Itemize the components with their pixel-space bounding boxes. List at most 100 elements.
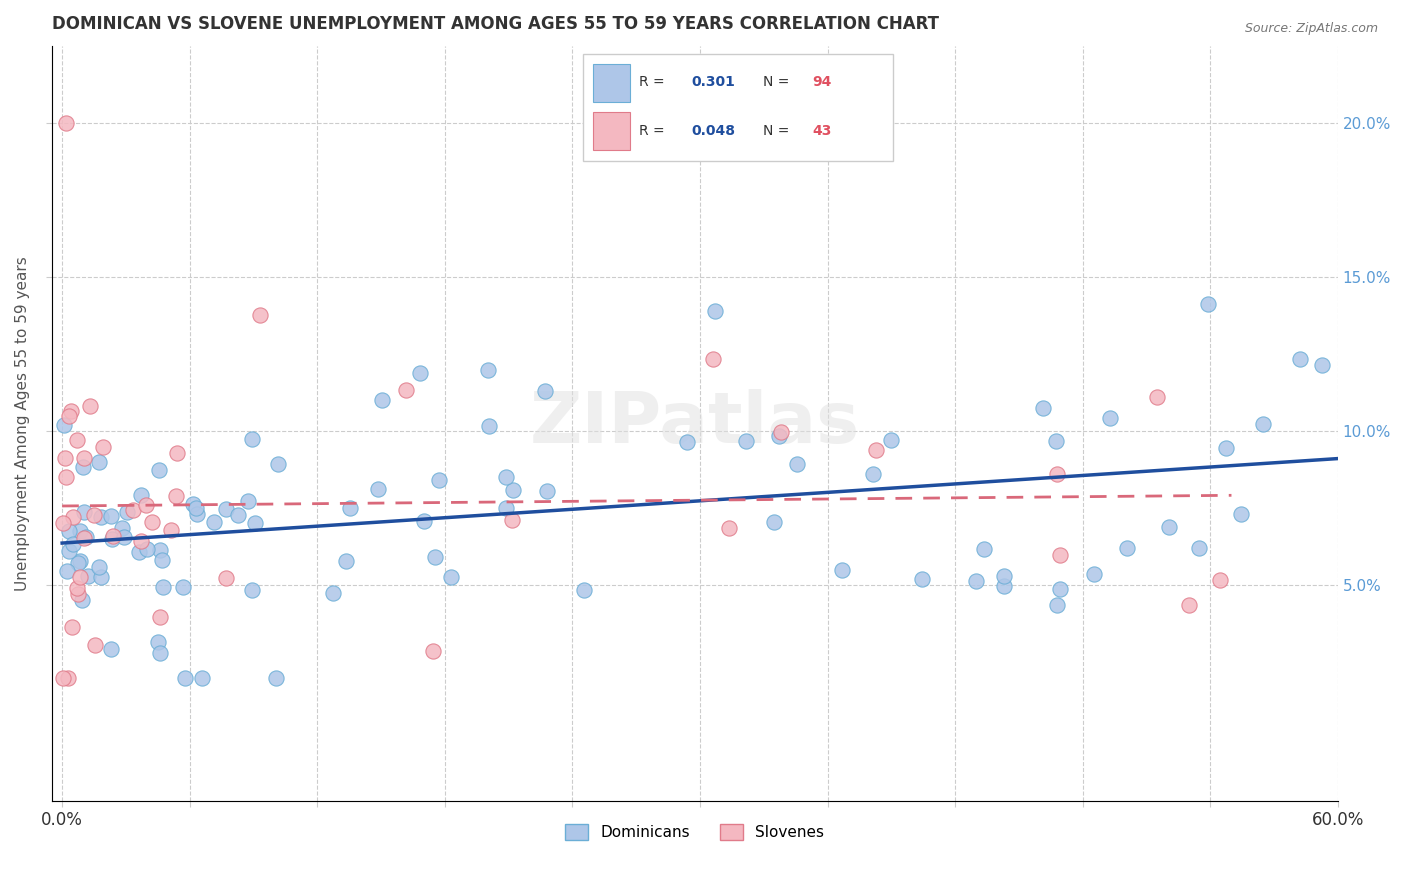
Dominicans (536, 484, 558, 499)
Slovenes (101, 529, 124, 543)
Dominicans (214, 502, 236, 516)
Dominicans (1251, 417, 1274, 431)
Dominicans (768, 429, 790, 443)
Dominicans (1049, 582, 1071, 596)
Dominicans (367, 483, 389, 497)
Dominicans (56, 564, 79, 578)
Slovenes (135, 498, 157, 512)
Text: 94: 94 (813, 76, 832, 89)
Slovenes (702, 351, 724, 366)
Dominicans (172, 580, 194, 594)
Dominicans (786, 458, 808, 472)
Dominicans (181, 497, 204, 511)
Slovenes (422, 644, 444, 658)
Slovenes (69, 570, 91, 584)
Dominicans (202, 516, 225, 530)
Dominicans (1032, 401, 1054, 415)
Dominicans (1215, 441, 1237, 455)
Slovenes (83, 508, 105, 522)
Dominicans (115, 505, 138, 519)
Dominicans (148, 463, 170, 477)
Slovenes (53, 451, 76, 466)
Dominicans (240, 583, 263, 598)
Dominicans (240, 432, 263, 446)
Dominicans (676, 434, 699, 449)
Slovenes (52, 516, 75, 530)
Text: 0.048: 0.048 (692, 124, 735, 137)
Dominicans (371, 392, 394, 407)
Dominicans (69, 554, 91, 568)
Slovenes (717, 521, 740, 535)
Dominicans (236, 494, 259, 508)
Dominicans (1083, 566, 1105, 581)
Text: 43: 43 (813, 124, 832, 137)
Slovenes (122, 502, 145, 516)
Dominicans (495, 500, 517, 515)
Dominicans (267, 457, 290, 471)
Slovenes (52, 671, 75, 685)
Dominicans (335, 554, 357, 568)
Dominicans (831, 563, 853, 577)
Dominicans (477, 363, 499, 377)
Slovenes (84, 638, 107, 652)
Dominicans (478, 419, 501, 434)
Slovenes (1046, 467, 1069, 481)
Dominicans (186, 507, 208, 521)
Dominicans (1197, 296, 1219, 310)
Dominicans (264, 671, 287, 685)
Dominicans (502, 483, 524, 497)
Slovenes (79, 399, 101, 413)
Dominicans (440, 569, 463, 583)
Dominicans (152, 580, 174, 594)
Dominicans (112, 530, 135, 544)
Dominicans (243, 516, 266, 530)
Dominicans (1310, 358, 1333, 372)
Dominicans (412, 514, 434, 528)
Dominicans (101, 532, 124, 546)
Dominicans (129, 488, 152, 502)
Bar (593, 64, 630, 102)
Dominicans (100, 508, 122, 523)
Slovenes (141, 516, 163, 530)
Dominicans (1188, 541, 1211, 555)
Slovenes (129, 534, 152, 549)
Dominicans (70, 592, 93, 607)
Slovenes (55, 470, 77, 484)
Dominicans (495, 469, 517, 483)
Slovenes (165, 489, 187, 503)
Dominicans (136, 541, 159, 556)
Dominicans (184, 501, 207, 516)
Dominicans (87, 560, 110, 574)
Slovenes (770, 425, 793, 439)
Text: N =: N = (763, 124, 793, 137)
Dominicans (1099, 410, 1122, 425)
Bar (593, 112, 630, 150)
Slovenes (67, 587, 90, 601)
Slovenes (58, 409, 80, 423)
Dominicans (146, 635, 169, 649)
Text: N =: N = (763, 76, 793, 89)
Dominicans (128, 545, 150, 559)
Slovenes (66, 581, 89, 595)
Text: R =: R = (640, 124, 669, 137)
Dominicans (427, 474, 450, 488)
Legend: Dominicans, Slovenes: Dominicans, Slovenes (558, 818, 831, 847)
Slovenes (1178, 598, 1201, 612)
Dominicans (973, 541, 995, 556)
Slovenes (501, 513, 523, 527)
Slovenes (1146, 390, 1168, 404)
Slovenes (62, 510, 84, 524)
Text: ZIPatlas: ZIPatlas (530, 389, 859, 458)
Dominicans (226, 508, 249, 523)
Dominicans (100, 641, 122, 656)
Slovenes (159, 523, 181, 537)
Dominicans (173, 671, 195, 685)
Dominicans (75, 530, 97, 544)
Dominicans (993, 569, 1015, 583)
Dominicans (339, 500, 361, 515)
Dominicans (1289, 351, 1312, 366)
Dominicans (87, 455, 110, 469)
Dominicans (149, 543, 172, 558)
Dominicans (76, 569, 98, 583)
Dominicans (58, 524, 80, 539)
